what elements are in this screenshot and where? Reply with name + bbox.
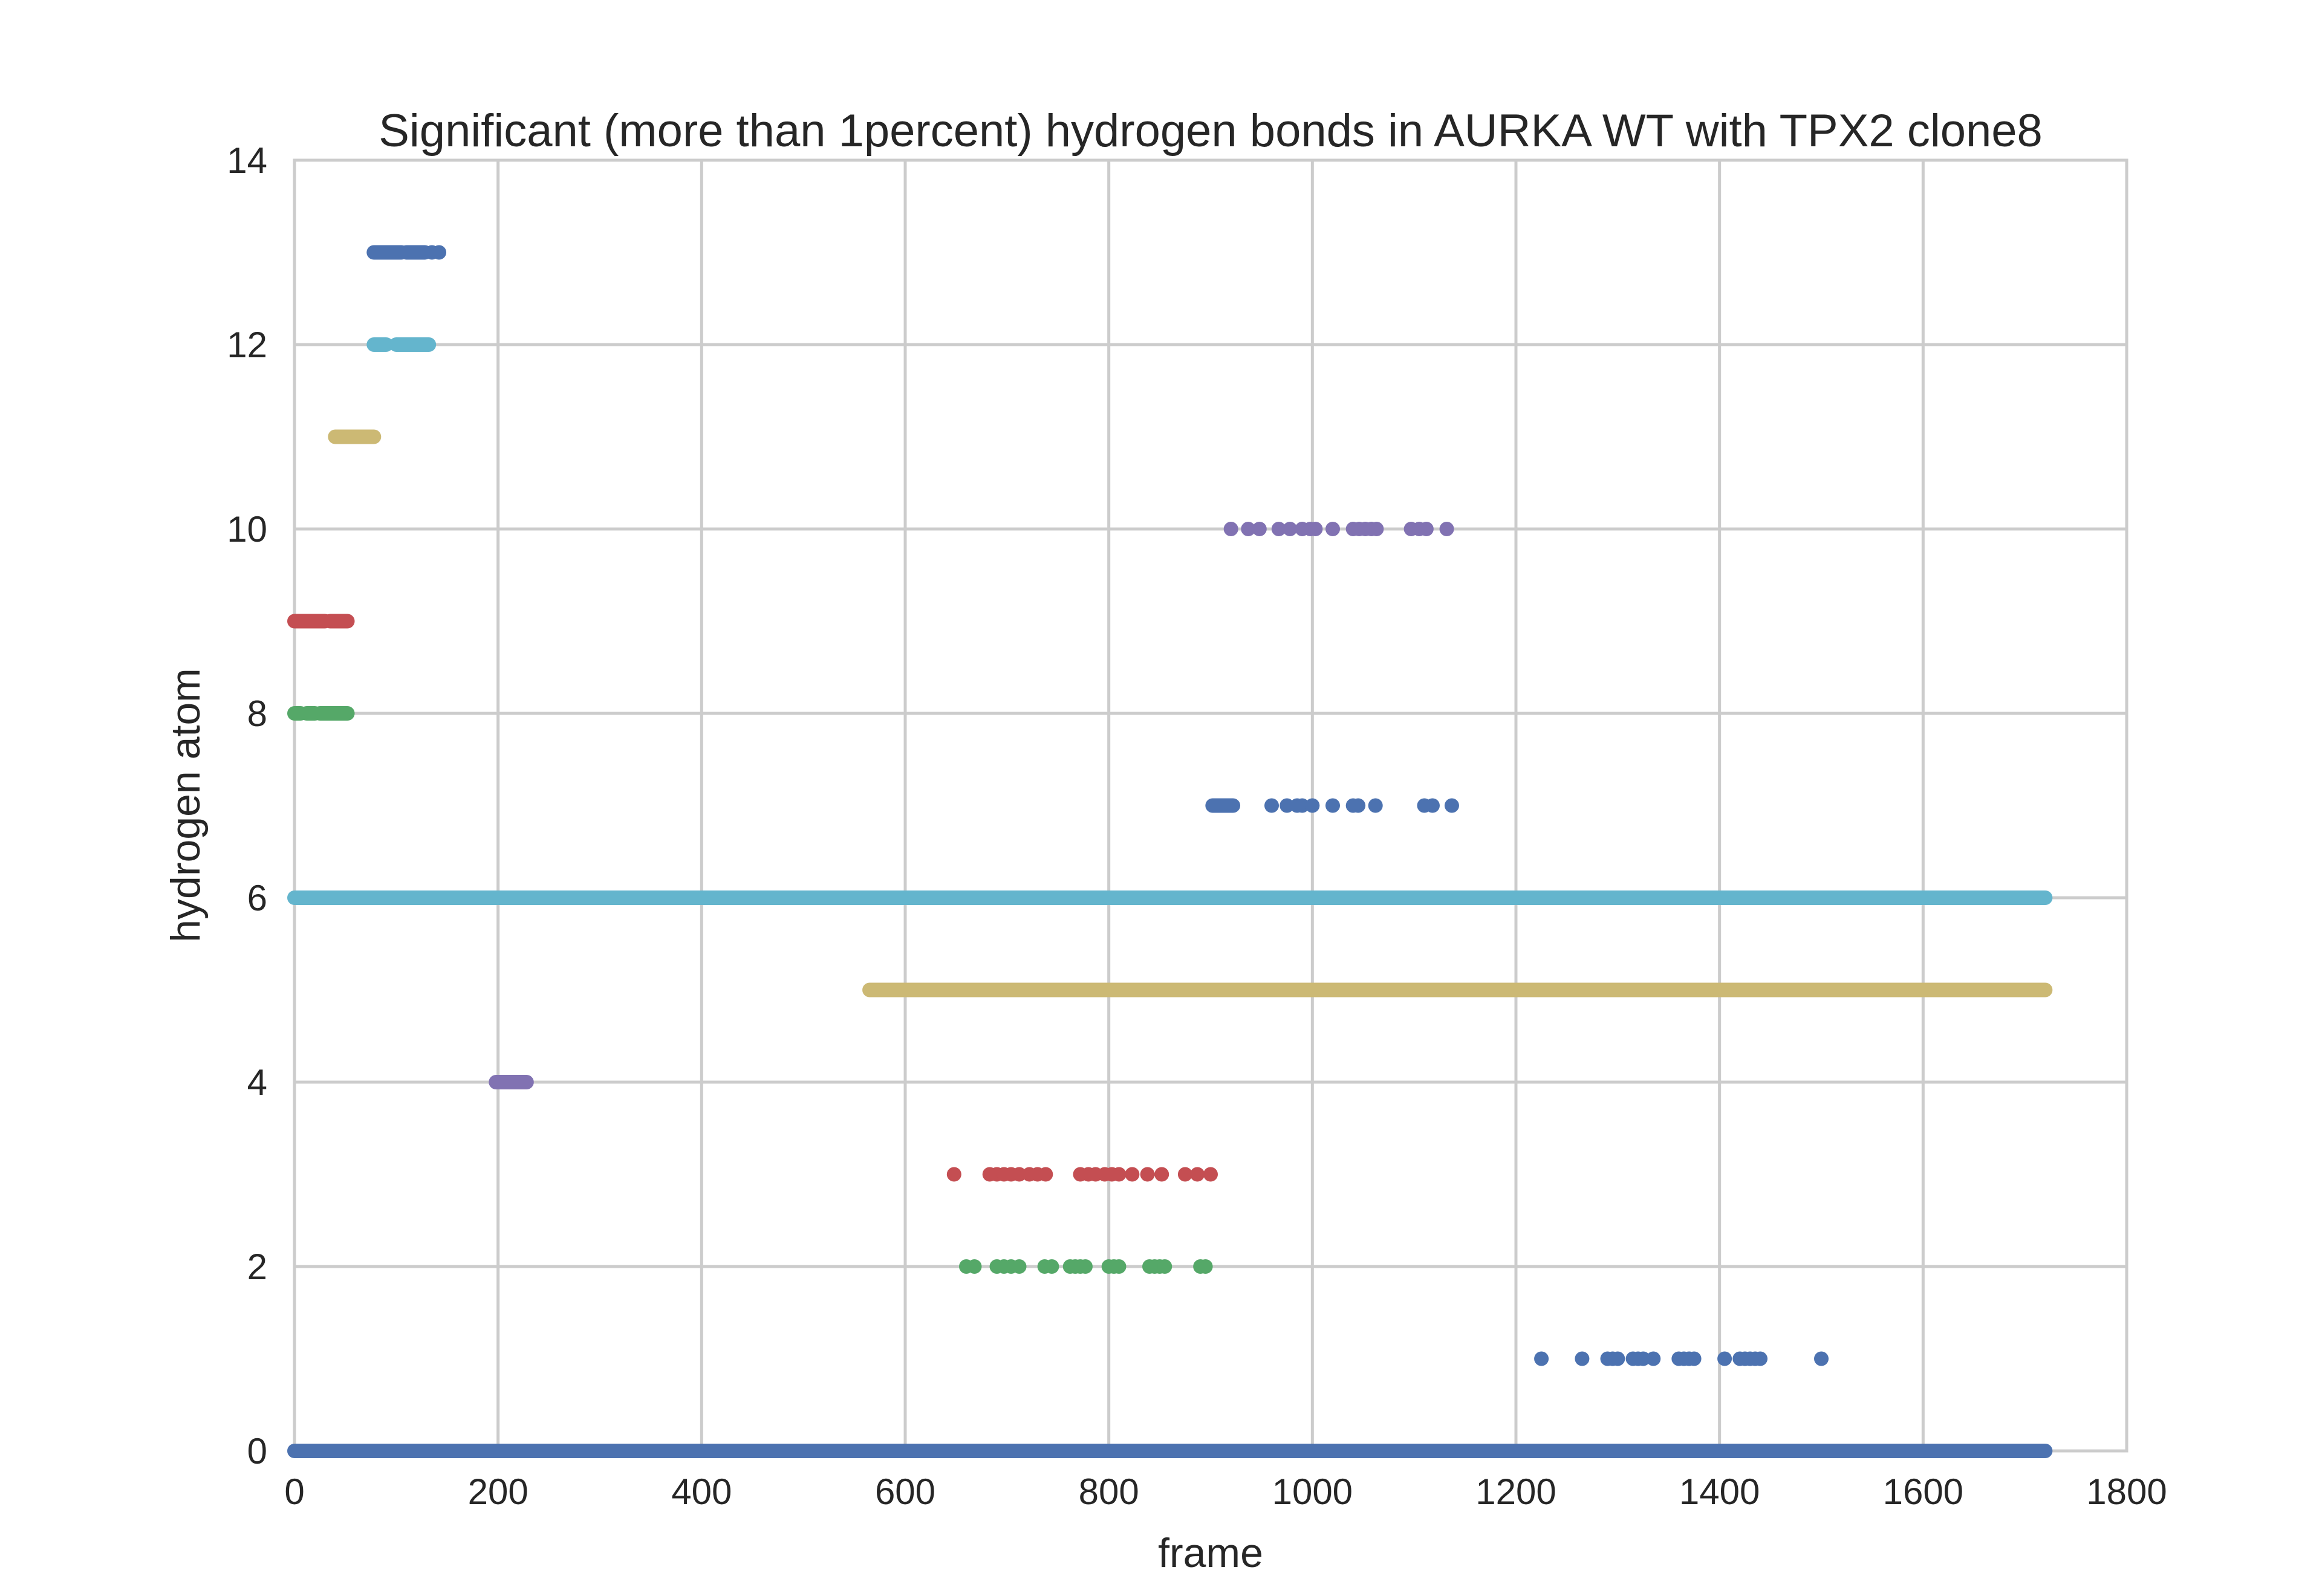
data-point bbox=[1325, 522, 1340, 536]
data-point bbox=[1534, 1351, 1549, 1366]
data-point bbox=[1157, 1259, 1172, 1274]
data-point bbox=[1610, 1351, 1625, 1366]
data-point bbox=[1125, 1167, 1140, 1182]
data-point bbox=[432, 245, 447, 260]
x-tick-label: 1200 bbox=[1475, 1471, 1556, 1512]
data-point bbox=[1280, 798, 1295, 813]
series-hbond-13 bbox=[366, 245, 447, 260]
y-tick-label: 4 bbox=[247, 1062, 267, 1103]
data-point bbox=[1444, 798, 1459, 813]
data-point bbox=[1283, 522, 1298, 536]
data-point bbox=[1012, 1259, 1027, 1274]
x-tick-label: 400 bbox=[671, 1471, 732, 1512]
data-point bbox=[1154, 1167, 1169, 1182]
data-point bbox=[1575, 1351, 1590, 1366]
data-point bbox=[967, 1259, 982, 1274]
x-tick-label: 0 bbox=[284, 1471, 304, 1512]
data-point bbox=[1419, 522, 1434, 536]
data-point bbox=[1140, 1167, 1155, 1182]
series-hbond-3 bbox=[946, 1167, 1218, 1182]
x-tick-label: 1800 bbox=[2086, 1471, 2167, 1512]
data-point bbox=[1325, 798, 1340, 813]
data-point bbox=[1369, 522, 1384, 536]
series-hbond-2 bbox=[959, 1259, 1213, 1274]
data-point bbox=[1305, 798, 1320, 813]
data-point bbox=[1646, 1351, 1661, 1366]
x-tick-label: 800 bbox=[1079, 1471, 1139, 1512]
series-layer bbox=[287, 245, 2053, 1458]
x-axis-label: frame bbox=[1158, 1530, 1263, 1576]
y-tick-label: 14 bbox=[227, 140, 267, 181]
data-point bbox=[1717, 1351, 1732, 1366]
data-point bbox=[1111, 1167, 1127, 1182]
data-point bbox=[1686, 1351, 1702, 1366]
data-point bbox=[1295, 798, 1310, 813]
data-point bbox=[1351, 798, 1366, 813]
data-point bbox=[1308, 522, 1323, 536]
data-point bbox=[1753, 1351, 1768, 1366]
y-axis-label: hydrogen atom bbox=[163, 668, 209, 942]
y-tick-label: 12 bbox=[227, 325, 267, 365]
series-hbond-1 bbox=[1534, 1351, 1829, 1366]
x-tick-label: 1400 bbox=[1679, 1471, 1760, 1512]
x-tick-label: 1600 bbox=[1883, 1471, 1963, 1512]
series-hbond-10 bbox=[1223, 522, 1454, 536]
data-point bbox=[1439, 522, 1454, 536]
data-point bbox=[1271, 522, 1286, 536]
data-point bbox=[1223, 522, 1238, 536]
y-tick-label: 10 bbox=[227, 509, 267, 550]
data-point bbox=[1038, 1167, 1053, 1182]
y-tick-label: 2 bbox=[247, 1247, 267, 1287]
series-hbond-7 bbox=[1205, 798, 1459, 813]
data-point bbox=[1198, 1259, 1213, 1274]
data-point bbox=[1368, 798, 1383, 813]
x-tick-label: 1000 bbox=[1272, 1471, 1353, 1512]
data-point bbox=[1078, 1259, 1093, 1274]
data-point bbox=[1636, 1351, 1651, 1366]
data-point bbox=[1177, 1167, 1192, 1182]
data-point bbox=[1241, 522, 1256, 536]
data-point bbox=[1252, 522, 1267, 536]
x-tick-label: 200 bbox=[468, 1471, 528, 1512]
data-point bbox=[1425, 798, 1440, 813]
data-point bbox=[1203, 1167, 1218, 1182]
y-tick-label: 6 bbox=[247, 878, 267, 918]
data-point bbox=[946, 1167, 961, 1182]
data-point bbox=[1190, 1167, 1205, 1182]
data-point bbox=[1814, 1351, 1829, 1366]
data-point bbox=[1264, 798, 1279, 813]
x-tick-label: 600 bbox=[875, 1471, 935, 1512]
y-tick-label: 8 bbox=[247, 693, 267, 734]
tick-labels: 0 200 400 600 800 1000 1200 1400 1600 1800 0 2 4 6 8 10… bbox=[227, 140, 2167, 1512]
y-tick-label: 0 bbox=[247, 1431, 267, 1471]
data-point bbox=[1111, 1259, 1127, 1274]
data-point bbox=[1012, 1167, 1027, 1182]
data-point bbox=[1044, 1259, 1059, 1274]
chart-title: Significant (more than 1percent) hydroge… bbox=[379, 105, 2043, 157]
